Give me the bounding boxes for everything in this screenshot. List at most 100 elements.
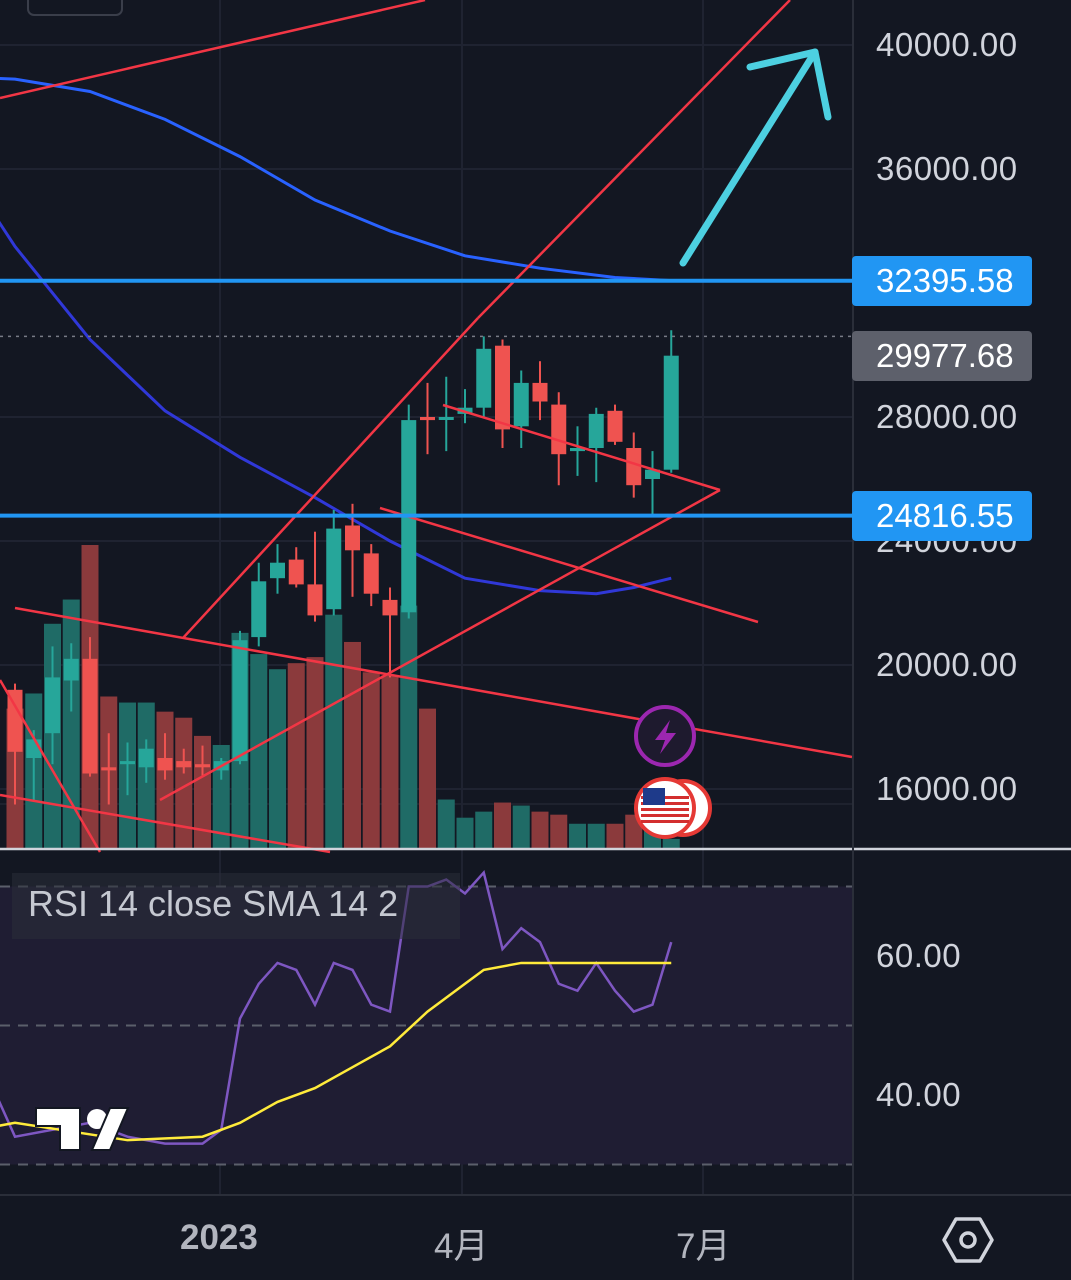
volume-bar-13 — [250, 654, 268, 848]
price-tick-28000: 28000.00 — [876, 398, 1018, 435]
current-price-tag: 29977.68 — [852, 331, 1032, 381]
volume-bar-23 — [437, 799, 455, 848]
us-flag-stripe-3 — [641, 814, 689, 817]
candle-body-29 — [551, 404, 567, 455]
volume-bar-11 — [212, 744, 230, 848]
candle-body-17 — [326, 528, 342, 610]
volume-bar-9 — [175, 717, 193, 848]
volume-bar-27 — [512, 805, 530, 848]
time-label-2023: 2023 — [180, 1218, 258, 1257]
us-flag-stripe-4 — [641, 820, 689, 823]
volume-bar-22 — [419, 708, 436, 848]
trend-line-2 — [0, 679, 102, 853]
candle-body-7 — [138, 748, 154, 768]
level-tag-lower[interactable]: 24816.55 — [852, 491, 1032, 541]
candle-body-35 — [663, 355, 679, 470]
volume-bar-24 — [456, 817, 474, 848]
top-widget — [27, 0, 123, 16]
candle-body-3 — [63, 658, 79, 681]
trend-line-6 — [159, 488, 721, 802]
us-flag-canton — [643, 788, 665, 805]
lightning-icon — [655, 720, 676, 754]
settings-hexagon-icon[interactable] — [942, 1214, 994, 1266]
time-label-april: 4月 — [434, 1227, 489, 1266]
logo-dot — [87, 1109, 107, 1129]
volume-bar-29 — [550, 814, 568, 848]
volume-bar-31 — [587, 823, 605, 848]
logo-slash — [90, 1107, 130, 1151]
candle-body-30 — [570, 448, 585, 452]
volume-bar-26 — [494, 802, 511, 848]
candle-body-12 — [232, 640, 248, 762]
volume-bar-25 — [475, 811, 493, 848]
volume-bar-16 — [306, 657, 324, 848]
candle-body-6 — [120, 761, 135, 765]
candle-body-9 — [176, 761, 192, 768]
candle-body-23 — [438, 417, 454, 420]
volume-bar-10 — [194, 735, 211, 848]
level-tag-upper[interactable]: 32395.58 — [852, 256, 1032, 306]
event-markers — [634, 705, 712, 839]
time-label-july: 7月 — [676, 1227, 731, 1266]
candle-body-16 — [307, 584, 323, 616]
trend-line-7 — [442, 403, 721, 492]
trend-line-8 — [379, 506, 759, 624]
candle-body-31 — [588, 413, 604, 448]
volume-bar-14 — [269, 669, 286, 848]
candle-body-34 — [645, 469, 660, 479]
trend-line-4 — [182, 317, 479, 639]
candle-body-28 — [532, 382, 548, 402]
horizontal-levels — [0, 278, 852, 518]
up-arrow-shaft — [679, 48, 819, 267]
volume-bar-18 — [344, 641, 361, 848]
candle-body-27 — [513, 382, 529, 427]
trend-line-1 — [0, 793, 331, 854]
rsi-tick-60: 60.00 — [876, 937, 962, 974]
candle-body-18 — [345, 525, 360, 551]
us-flag-stripe-2 — [641, 808, 689, 811]
candle-body-33 — [626, 448, 642, 486]
price-tick-36000: 36000.00 — [876, 150, 1018, 187]
candle-body-0 — [7, 689, 23, 752]
volume-bars — [6, 545, 680, 848]
candle-body-14 — [270, 562, 285, 579]
candle-body-20 — [382, 599, 398, 616]
volume-bar-15 — [287, 663, 305, 848]
tradingview-logo — [35, 1107, 130, 1151]
rsi-tick-40: 40.00 — [876, 1076, 962, 1113]
candle-body-25 — [476, 348, 492, 408]
candle-body-8 — [157, 758, 173, 771]
volume-bar-21 — [400, 605, 418, 848]
price-tick-40000: 40000.00 — [876, 26, 1018, 63]
volume-bar-8 — [156, 711, 174, 848]
candle-body-32 — [607, 410, 623, 442]
volume-bar-28 — [531, 811, 549, 848]
rsi-indicator-title[interactable]: RSI 14 close SMA 14 2 — [12, 873, 460, 939]
volume-bar-19 — [362, 672, 380, 848]
candle-body-15 — [288, 559, 304, 585]
candle-body-5 — [101, 767, 117, 771]
volume-bar-17 — [325, 614, 343, 848]
candle-body-2 — [45, 677, 60, 734]
price-tick-20000: 20000.00 — [876, 646, 1018, 683]
candle-body-26 — [495, 345, 510, 430]
rsi-sma-line — [0, 961, 672, 1142]
candle-body-10 — [195, 764, 210, 768]
rsi-lines — [0, 870, 673, 1145]
volume-bar-30 — [569, 823, 586, 848]
candle-body-22 — [420, 417, 435, 421]
trend-lines — [0, 0, 853, 854]
trend-line-5 — [477, 0, 791, 319]
price-tick-16000: 16000.00 — [876, 770, 1018, 807]
moving-average-mid — [0, 220, 672, 596]
up-arrow-head — [746, 48, 832, 121]
trend-line-0 — [0, 0, 426, 100]
volume-bar-32 — [606, 823, 624, 848]
candle-body-4 — [82, 658, 98, 774]
trend-line-3 — [14, 606, 853, 759]
candlesticks — [7, 330, 679, 805]
candle-body-13 — [251, 581, 267, 638]
